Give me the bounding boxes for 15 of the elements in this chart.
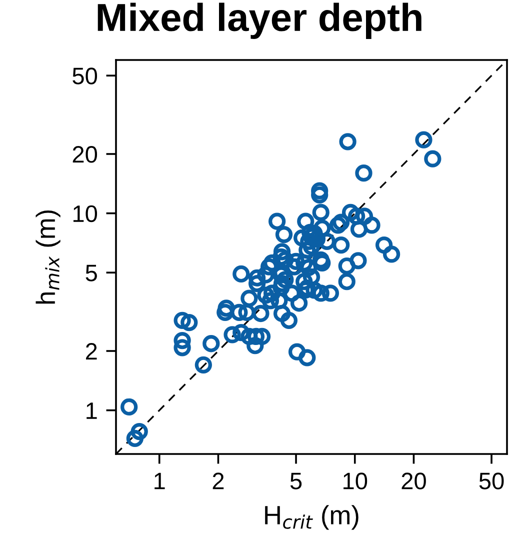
- x-tick-label: 10: [344, 472, 368, 490]
- y-tick-label: 50: [72, 68, 98, 84]
- x-tick-label: 5: [290, 472, 302, 490]
- y-tick-label: 10: [73, 205, 98, 222]
- x-tick-label: 2: [212, 472, 224, 490]
- y-tick-label: 1: [86, 402, 97, 419]
- chart-title: Mixed layer depth: [98, 2, 422, 39]
- x-tick-label: 1: [154, 472, 165, 490]
- y-axis-title: h$_{mix}$ (m): [36, 210, 60, 304]
- y-tick-label: 2: [86, 343, 97, 360]
- y-tick-label: 5: [86, 264, 97, 282]
- x-tick-label: 50: [479, 472, 504, 490]
- x-axis-title: H$_{crit}$ (m): [265, 505, 358, 530]
- y-tick-label: 20: [72, 146, 98, 163]
- x-tick-label: 20: [402, 472, 426, 490]
